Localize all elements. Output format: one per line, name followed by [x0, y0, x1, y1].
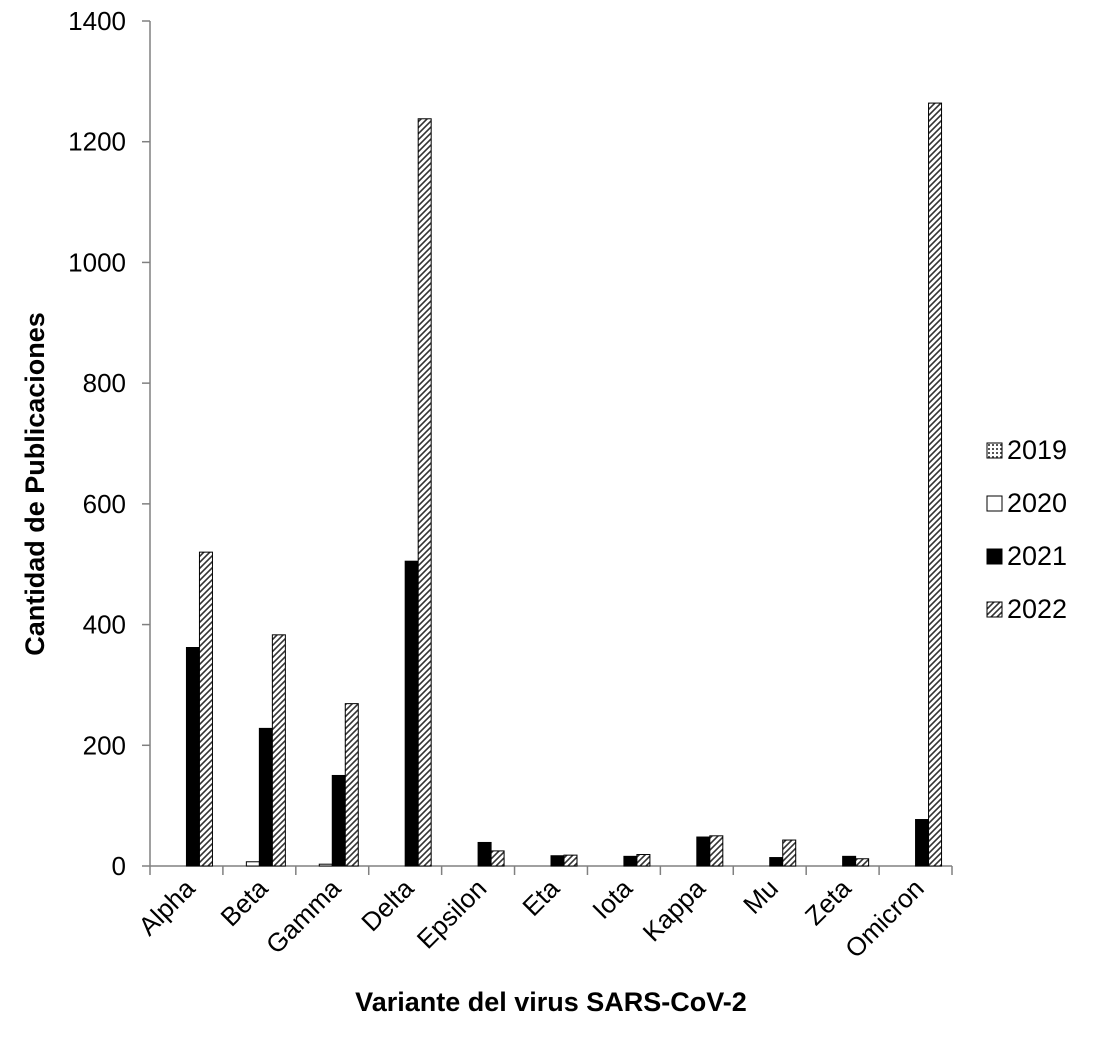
bar-2021-iota [623, 855, 638, 867]
bar-2022-gamma [344, 703, 359, 867]
bar-2022-eta [563, 854, 578, 867]
y-axis-title: Cantidad de Publicaciones [20, 312, 50, 656]
y-tick-label: 1200 [68, 127, 126, 157]
bar-2022-zeta [855, 858, 870, 867]
x-tick-label: Delta [355, 873, 420, 938]
y-tick-label: 1000 [68, 247, 126, 277]
y-tick-label: 1400 [68, 6, 126, 36]
bar-2021-zeta [842, 855, 857, 867]
bar-2021-kappa [696, 836, 711, 867]
legend-label: 2019 [1007, 435, 1067, 465]
bars [185, 102, 943, 867]
bar-2022-omicron [928, 102, 943, 867]
bar-2022-mu [782, 839, 797, 867]
y-tick-label: 0 [112, 851, 126, 881]
bar-2022-alpha [198, 551, 213, 867]
bar-2022-iota [636, 854, 651, 867]
x-tick-label: Kappa [637, 873, 712, 948]
x-tick-label: Iota [586, 873, 638, 925]
bar-2020-beta [245, 861, 260, 867]
x-tick-label: Beta [215, 873, 274, 932]
y-tick-label: 200 [83, 730, 126, 760]
x-tick-label: Alpha [132, 873, 201, 942]
x-tick-label: Eta [516, 873, 565, 922]
bar-2021-delta [404, 560, 419, 867]
legend-swatch-2021 [986, 548, 1003, 565]
bar-2021-epsilon [477, 841, 492, 867]
bar-2021-alpha [185, 647, 200, 867]
bar-2021-omicron [915, 819, 930, 867]
legend-label: 2020 [1007, 488, 1067, 518]
bar-2020-gamma [318, 863, 333, 867]
legend-swatch-2022 [986, 601, 1003, 618]
x-tick-label: Mu [737, 873, 784, 920]
bar-2021-beta [258, 727, 273, 867]
x-tick-label: Gamma [260, 873, 347, 960]
bar-2022-epsilon [490, 850, 505, 867]
bar-2021-eta [550, 855, 565, 867]
x-axis-title: Variante del virus SARS-CoV-2 [355, 987, 747, 1017]
y-tick-label: 400 [83, 610, 126, 640]
legend-label: 2022 [1007, 594, 1067, 624]
bar-2021-gamma [331, 774, 346, 867]
y-tick-label: 600 [83, 489, 126, 519]
legend: 2019 2020 2021 2022 [986, 435, 1067, 624]
x-tick-label: Zeta [799, 873, 857, 931]
bar-2022-delta [417, 118, 432, 867]
legend-swatch-2019 [986, 442, 1003, 459]
x-tick-label: Omicron [839, 873, 930, 964]
x-tick-label: Epsilon [411, 873, 493, 955]
legend-label: 2021 [1007, 541, 1067, 571]
y-tick-label: 800 [83, 368, 126, 398]
bar-2021-mu [769, 857, 784, 867]
bar-2022-beta [271, 634, 286, 867]
legend-swatch-2020 [986, 495, 1003, 512]
bar-2022-kappa [709, 835, 724, 867]
